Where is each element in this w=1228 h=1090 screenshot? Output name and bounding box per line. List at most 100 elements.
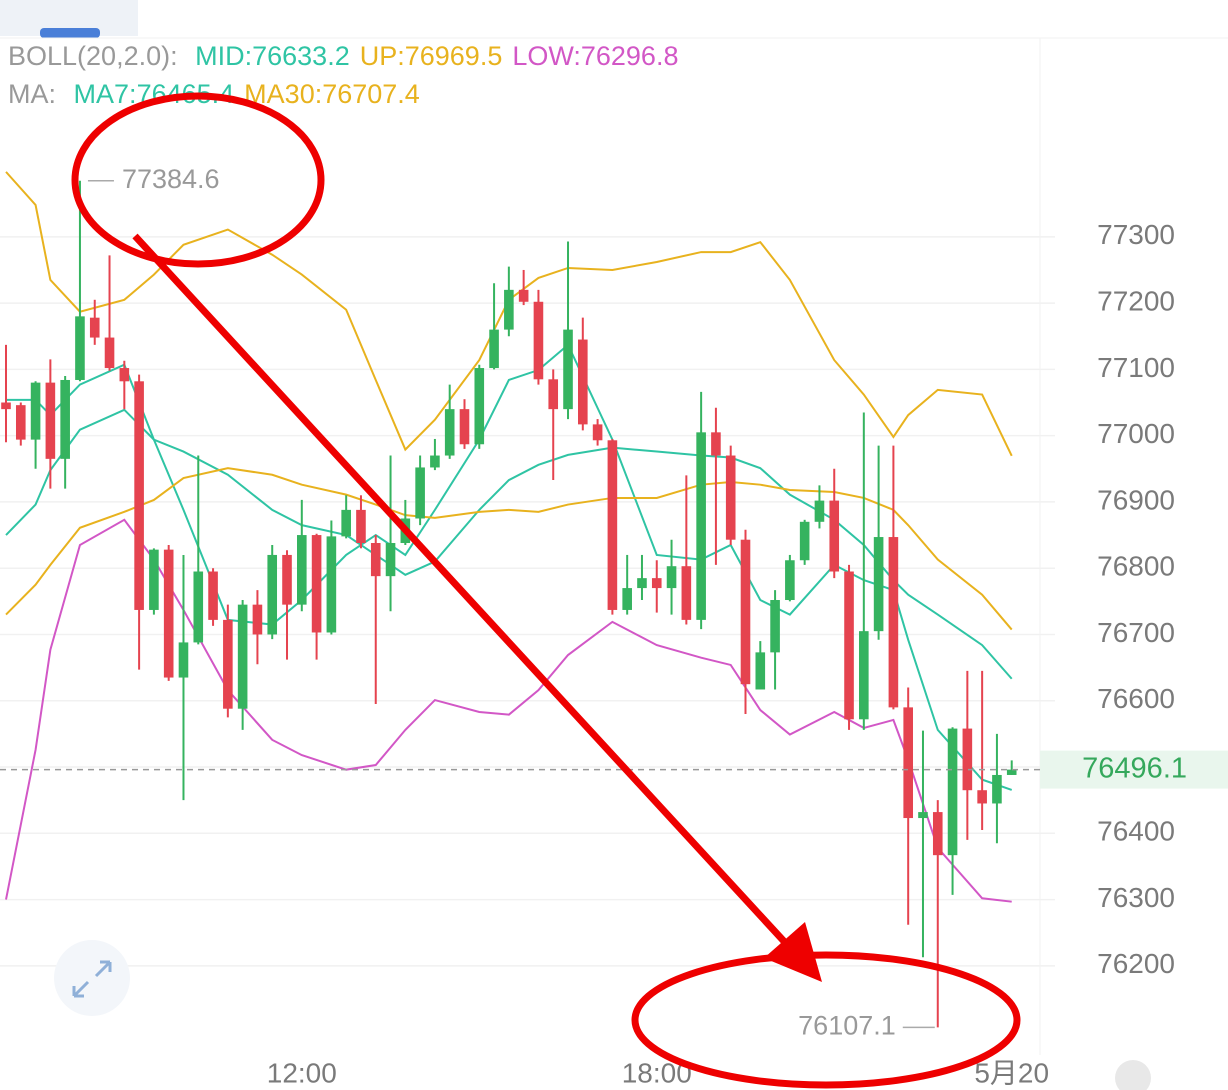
candle-body — [888, 537, 899, 708]
labels: 7620076300764007650076600767007680076900… — [0, 164, 1228, 1088]
candle-body — [370, 543, 381, 577]
candle-body — [237, 604, 248, 709]
candle-body — [696, 432, 706, 620]
candle-body — [755, 652, 766, 690]
candle-body — [504, 289, 514, 330]
candle-body — [311, 535, 322, 633]
legend-value: 76707.4 — [322, 79, 420, 109]
candle-body — [223, 619, 233, 709]
candle-body — [30, 382, 41, 440]
candle-body — [947, 728, 958, 856]
candle-body — [962, 728, 973, 791]
candle-body — [459, 409, 470, 445]
arrow-line — [132, 233, 795, 953]
expand-button[interactable] — [54, 940, 130, 1016]
arrow-head — [764, 922, 822, 982]
legend-row: BOLL(20,2.0): MID:76633.2 UP:76969.5 LOW:7… — [8, 41, 678, 71]
low-label: 76107.1 — [798, 1011, 896, 1041]
candle-body — [873, 537, 884, 632]
y-tick-label: 77300 — [1097, 219, 1175, 250]
y-tick-label: 76700 — [1097, 617, 1175, 648]
candle-body — [341, 509, 351, 537]
candle-body — [60, 379, 70, 459]
current-price-label: 76496.1 — [1082, 752, 1187, 784]
candle-body — [385, 543, 396, 577]
candle-body — [163, 549, 174, 678]
candle-body — [651, 578, 662, 589]
x-tick-label: 5月20 — [974, 1057, 1049, 1088]
y-tick-label: 77100 — [1097, 352, 1175, 383]
candle-body — [430, 455, 440, 468]
y-tick-label: 77200 — [1097, 285, 1175, 316]
y-tick-label: 76400 — [1097, 816, 1175, 847]
candle-body — [637, 578, 647, 589]
legend-name: MID: — [195, 41, 252, 71]
candle-body — [785, 560, 795, 601]
candle-body — [1, 402, 11, 410]
current-price-box — [1040, 750, 1228, 789]
candle-body — [533, 301, 544, 380]
legend-label: MA: — [8, 79, 56, 109]
candle-body — [104, 337, 115, 369]
x-tick-label: 12:00 — [267, 1057, 337, 1088]
candle-body — [415, 467, 425, 519]
kline-button[interactable] — [1115, 1060, 1151, 1090]
candle-body — [15, 405, 26, 440]
legend-row: MA: MA7:76465.4 MA30:76707.4 — [8, 79, 420, 109]
legend-value: 76296.8 — [581, 41, 679, 71]
candle-body — [149, 549, 159, 610]
legend-label: BOLL(20,2.0): — [8, 41, 178, 71]
candle-body — [119, 368, 130, 382]
candle-body — [208, 571, 218, 620]
candle-body — [666, 566, 677, 589]
candle-body — [267, 554, 278, 635]
legend-value: 76633.2 — [252, 41, 350, 71]
high-label: 77384.6 — [122, 164, 220, 194]
candle-body — [563, 329, 573, 410]
candle-body — [622, 588, 632, 610]
tab-indicator[interactable] — [40, 28, 100, 38]
y-tick-label: 77000 — [1097, 418, 1175, 449]
legend-name: UP: — [360, 41, 405, 71]
candle-body — [844, 571, 854, 720]
candle-body — [977, 790, 987, 804]
expand-icon — [72, 960, 112, 998]
candle-body — [1006, 769, 1017, 775]
highlight-circle — [631, 951, 1021, 1089]
candle-body — [859, 631, 869, 720]
candle-body — [992, 774, 1002, 804]
candle-body — [75, 316, 85, 380]
legend-name: MA7: — [74, 79, 137, 109]
candle-body — [918, 812, 928, 819]
y-tick-label: 76800 — [1097, 551, 1175, 582]
y-tick-label: 76600 — [1097, 683, 1175, 714]
candle-body — [134, 381, 144, 610]
candle-body — [178, 642, 189, 678]
candle-body — [578, 339, 588, 425]
candle-body — [814, 500, 825, 522]
y-tick-label: 76300 — [1097, 882, 1175, 913]
candle-body — [356, 509, 366, 544]
candle-body — [444, 409, 455, 456]
candle-body — [903, 707, 913, 819]
candle-body — [740, 539, 751, 685]
candle-body — [282, 554, 292, 605]
candle-body — [607, 440, 618, 610]
highlight-circle — [71, 92, 325, 268]
candle-body — [592, 424, 603, 441]
candle-body — [770, 600, 780, 653]
candle-body — [518, 289, 529, 302]
candle-body — [45, 382, 56, 459]
candle-body — [489, 329, 499, 369]
legend-name: LOW: — [512, 41, 581, 71]
candle-body — [297, 535, 307, 605]
legend-value: 76969.5 — [405, 41, 503, 71]
candle-body — [829, 500, 840, 572]
annotation — [71, 92, 1021, 1089]
candle-body — [89, 317, 100, 338]
candle-body — [725, 455, 736, 540]
candle-body — [932, 812, 943, 856]
candle-body — [326, 536, 337, 633]
